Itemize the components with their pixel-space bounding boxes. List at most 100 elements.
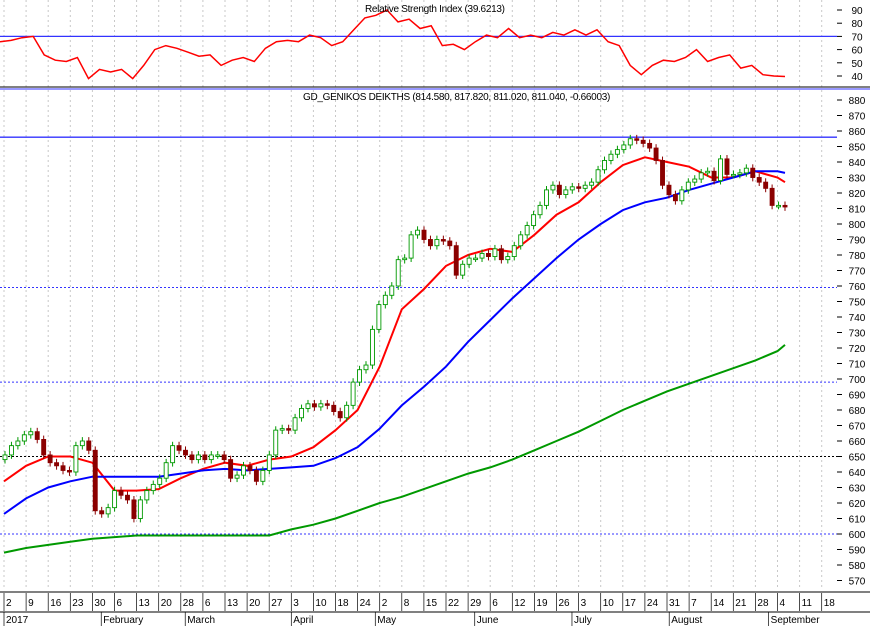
- candle-down: [92, 449, 98, 512]
- month-label: April: [293, 615, 313, 626]
- month-label: August: [671, 615, 702, 626]
- candle-down: [576, 186, 582, 189]
- candle-up: [718, 158, 723, 182]
- candle-up: [363, 364, 369, 371]
- day-tick-label: 10: [315, 598, 327, 609]
- rsi-tick-label: 60: [851, 46, 863, 57]
- day-tick-label: 30: [94, 598, 106, 609]
- candle-up: [685, 181, 691, 191]
- price-tick-label: 590: [849, 546, 866, 557]
- month-label: June: [477, 615, 499, 626]
- rsi-tick-label: 80: [851, 19, 863, 30]
- candle-up: [589, 181, 595, 186]
- candle-down: [131, 499, 137, 519]
- day-tick-label: 7: [691, 598, 697, 609]
- price-tick-label: 780: [849, 251, 866, 262]
- price-tick-label: 870: [849, 112, 866, 123]
- day-tick-label: 2: [382, 598, 388, 609]
- day-tick-label: 20: [249, 598, 261, 609]
- candle-up: [305, 403, 311, 409]
- candle-down: [41, 439, 47, 456]
- day-tick-label: 11: [802, 598, 813, 609]
- candle-down: [86, 440, 92, 451]
- month-label: February: [103, 615, 143, 626]
- day-tick-label: 3: [293, 598, 299, 609]
- candle-up: [382, 294, 388, 306]
- day-tick-label: 15: [426, 598, 438, 609]
- candle-up: [582, 184, 588, 189]
- day-tick-label: 21: [735, 598, 747, 609]
- price-tick-label: 640: [849, 468, 866, 479]
- day-tick-label: 28: [183, 598, 195, 609]
- candle-down: [337, 411, 343, 419]
- candle-up: [743, 167, 749, 174]
- moving-average-long: [3, 344, 786, 554]
- candle-down: [440, 239, 446, 242]
- price-tick-label: 700: [849, 375, 866, 386]
- candle-up: [466, 257, 472, 265]
- candle-up: [692, 178, 698, 183]
- candle-down: [118, 490, 124, 496]
- price-title: GD_GENIKOS DEIKTHS (814.580, 817.820, 81…: [303, 92, 610, 103]
- candle-down: [498, 248, 504, 261]
- price-tick-label: 630: [849, 484, 866, 495]
- candle-down: [331, 404, 337, 413]
- candle-up: [679, 189, 685, 202]
- candle-up: [376, 304, 382, 330]
- candle-up: [350, 381, 356, 406]
- candle-up: [157, 477, 163, 485]
- candle-up: [698, 172, 704, 180]
- rsi-tick-label: 90: [851, 6, 863, 17]
- candle-up: [492, 248, 498, 258]
- candle-up: [150, 483, 156, 492]
- candle-up: [505, 256, 511, 261]
- month-label: July: [574, 615, 592, 626]
- candle-down: [756, 177, 762, 183]
- candle-up: [369, 328, 375, 366]
- candle-down: [286, 428, 292, 431]
- price-tick-label: 620: [849, 499, 866, 510]
- month-label: May: [377, 615, 396, 626]
- candle-up: [279, 428, 285, 431]
- price-tick-label: 720: [849, 344, 866, 355]
- price-tick-label: 570: [849, 577, 866, 588]
- candle-up: [2, 454, 8, 461]
- candle-up: [524, 225, 530, 236]
- candle-down: [653, 147, 659, 161]
- candle-up: [8, 445, 14, 456]
- candle-up: [408, 234, 414, 259]
- day-tick-label: 2: [6, 598, 12, 609]
- candle-down: [447, 240, 453, 247]
- candle-up: [273, 429, 279, 456]
- day-tick-label: 31: [669, 598, 681, 609]
- candle-up: [73, 445, 79, 473]
- candle-down: [453, 245, 459, 276]
- candle-up: [705, 170, 711, 174]
- candle-up: [460, 263, 466, 276]
- candle-up: [614, 149, 620, 155]
- day-tick-label: 16: [50, 598, 62, 609]
- moving-average-medium: [3, 170, 786, 515]
- candle-up: [215, 454, 221, 457]
- candle-up: [563, 189, 569, 195]
- rsi-tick-label: 40: [851, 72, 863, 83]
- day-tick-label: 18: [824, 598, 836, 609]
- candle-up: [266, 454, 272, 471]
- candle-up: [299, 408, 304, 419]
- day-tick-label: 14: [713, 598, 725, 609]
- candle-down: [634, 138, 640, 141]
- day-tick-label: 6: [117, 598, 123, 609]
- price-tick-label: 840: [849, 158, 866, 169]
- candle-up: [389, 285, 395, 296]
- candle-down: [67, 470, 72, 473]
- candle-down: [421, 229, 427, 240]
- candle-down: [221, 454, 227, 461]
- candle-up: [737, 172, 743, 175]
- candle-up: [260, 470, 266, 482]
- rsi-tick-label: 50: [851, 59, 863, 70]
- rsi-line: [0, 9, 786, 80]
- candle-down: [60, 465, 66, 471]
- candle-down: [724, 158, 730, 175]
